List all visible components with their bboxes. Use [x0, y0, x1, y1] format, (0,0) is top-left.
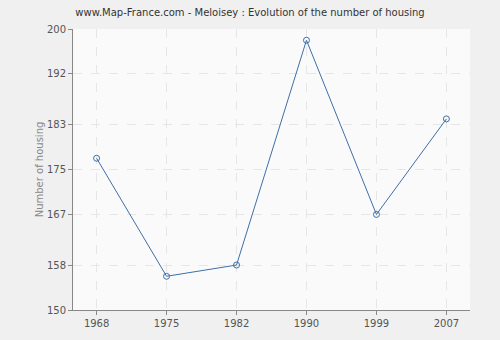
- svg-text:Number of housing: Number of housing: [34, 122, 45, 218]
- svg-text:2007: 2007: [434, 318, 459, 329]
- svg-text:150: 150: [47, 305, 66, 316]
- svg-text:175: 175: [47, 164, 66, 175]
- svg-text:192: 192: [47, 68, 66, 79]
- svg-text:1990: 1990: [294, 318, 319, 329]
- svg-text:158: 158: [47, 260, 66, 271]
- svg-text:1999: 1999: [364, 318, 389, 329]
- svg-text:1975: 1975: [154, 318, 179, 329]
- svg-text:1982: 1982: [224, 318, 249, 329]
- svg-text:183: 183: [47, 119, 66, 130]
- svg-text:200: 200: [47, 24, 66, 35]
- svg-text:1968: 1968: [84, 318, 109, 329]
- svg-text:167: 167: [47, 209, 66, 220]
- svg-text:www.Map-France.com - Meloisey: www.Map-France.com - Meloisey : Evolutio…: [75, 7, 424, 18]
